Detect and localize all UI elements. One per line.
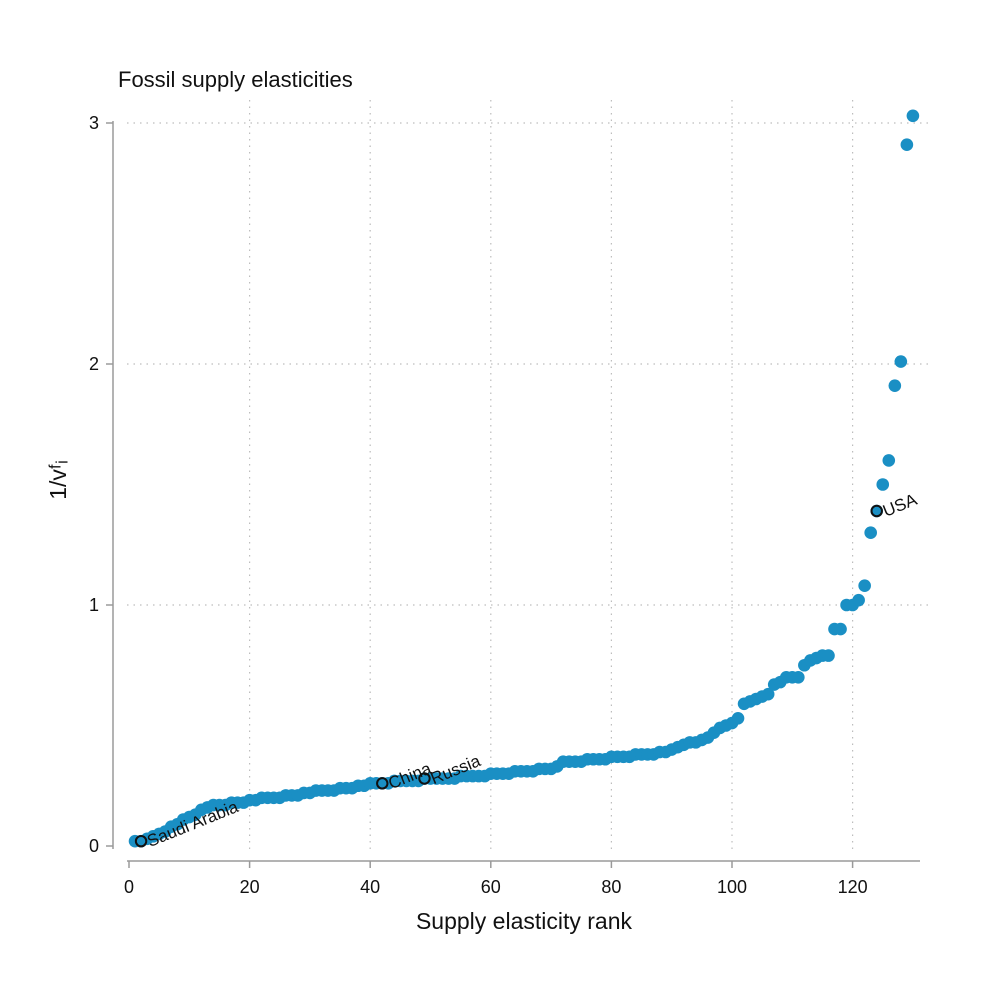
data-point bbox=[864, 526, 877, 539]
data-point bbox=[792, 671, 805, 684]
data-point bbox=[858, 579, 871, 593]
data-point bbox=[888, 379, 902, 392]
data-point bbox=[834, 622, 847, 636]
y-tick-label: 0 bbox=[89, 836, 99, 856]
country-label: Saudi Arabia bbox=[144, 797, 241, 851]
data-points bbox=[128, 109, 920, 848]
data-point bbox=[876, 478, 890, 491]
x-tick-label: 80 bbox=[601, 877, 621, 897]
highlight-marker bbox=[376, 777, 389, 790]
x-tick-label: 120 bbox=[838, 877, 868, 897]
x-axis-label: Supply elasticity rank bbox=[416, 908, 633, 934]
highlight-marker bbox=[418, 772, 431, 785]
highlight-marker bbox=[870, 504, 883, 518]
y-tick-label: 3 bbox=[89, 113, 99, 133]
y-tick-label: 2 bbox=[89, 354, 99, 374]
x-ticks: 0 20 40 60 80 100 120 bbox=[124, 861, 868, 897]
country-label: USA bbox=[880, 490, 920, 521]
x-tick-label: 40 bbox=[360, 877, 380, 897]
data-point bbox=[900, 138, 914, 151]
chart-title: Fossil supply elasticities bbox=[118, 67, 353, 92]
x-tick-label: 20 bbox=[240, 877, 260, 897]
data-point bbox=[906, 109, 920, 123]
y-tick-label: 1 bbox=[89, 595, 99, 615]
grid bbox=[127, 100, 930, 849]
data-point bbox=[731, 711, 745, 725]
y-axis-label: 1/vᶠᵢ bbox=[45, 460, 71, 500]
y-ticks: 0 1 2 3 bbox=[89, 113, 113, 856]
data-point bbox=[882, 454, 896, 467]
x-tick-label: 0 bbox=[124, 877, 134, 897]
x-tick-label: 60 bbox=[481, 877, 501, 897]
highlight-marker bbox=[134, 834, 148, 848]
data-point bbox=[822, 649, 835, 662]
data-point bbox=[852, 593, 865, 607]
data-point bbox=[761, 687, 775, 701]
country-label: China bbox=[386, 759, 435, 793]
x-tick-label: 100 bbox=[717, 877, 747, 897]
data-point bbox=[894, 355, 908, 368]
